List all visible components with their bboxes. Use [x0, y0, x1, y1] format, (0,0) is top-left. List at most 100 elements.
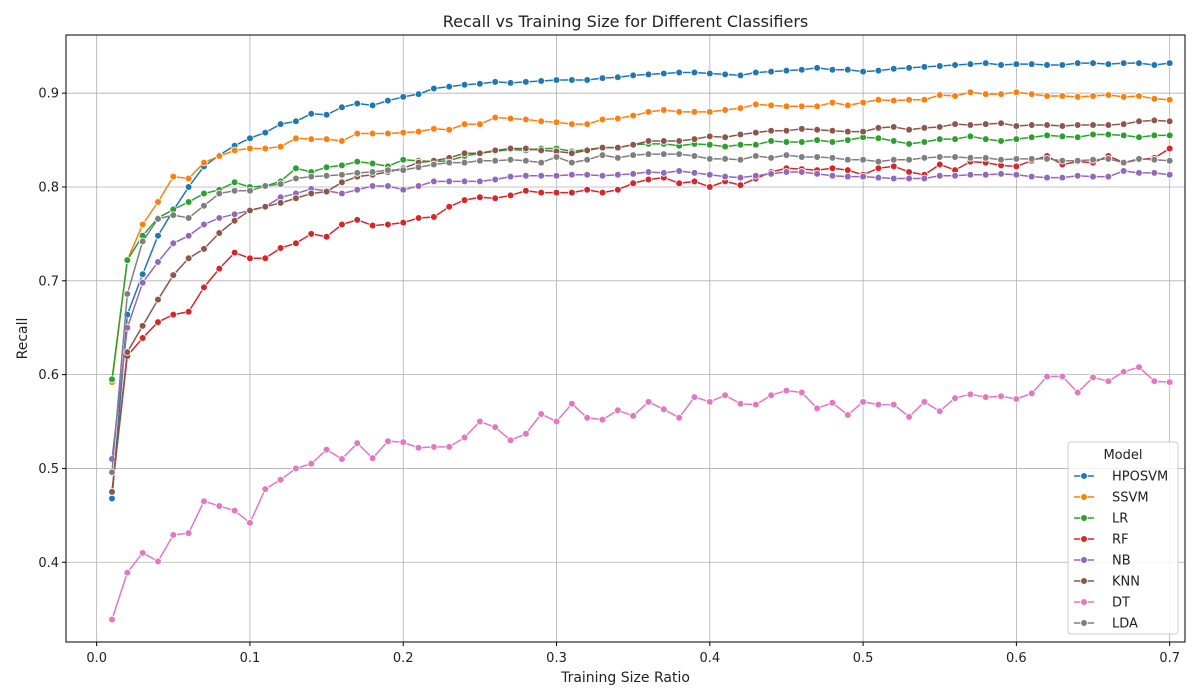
data-point-nb: [629, 170, 637, 178]
data-point-lda: [1058, 156, 1067, 165]
legend-marker-ssvm: [1080, 493, 1088, 501]
data-point-dt: [1150, 377, 1159, 385]
data-point-dt: [414, 443, 423, 452]
data-point-ssvm: [905, 95, 913, 104]
data-point-hposvm: [292, 117, 300, 126]
data-point-dt: [138, 549, 147, 557]
data-point-rf: [706, 183, 714, 191]
data-point-nb: [1135, 169, 1143, 177]
data-point-nb: [644, 168, 653, 176]
data-point-hposvm: [399, 93, 408, 101]
data-point-lr: [997, 137, 1005, 145]
data-point-nb: [1150, 169, 1159, 177]
data-point-nb: [384, 182, 392, 190]
data-point-hposvm: [751, 68, 760, 77]
legend-item-hposvm: HPOSVM: [1074, 470, 1168, 485]
data-point-lr: [813, 136, 821, 144]
data-point-dt: [1073, 388, 1082, 397]
data-point-knn: [767, 126, 775, 135]
data-point-knn: [828, 126, 837, 135]
data-point-nb: [1043, 173, 1051, 182]
data-point-dt: [169, 531, 178, 539]
data-point-hposvm: [767, 67, 775, 76]
y-tick-label: 0.8: [38, 180, 59, 195]
data-point-ssvm: [1135, 92, 1143, 100]
data-point-nb: [552, 171, 561, 180]
data-point-hposvm: [1104, 60, 1113, 68]
data-point-rf: [583, 186, 591, 194]
data-point-knn: [614, 143, 622, 152]
data-point-dt: [598, 415, 607, 424]
data-point-nb: [1027, 172, 1036, 181]
data-point-knn: [460, 149, 469, 158]
data-point-hposvm: [706, 69, 714, 78]
data-point-knn: [108, 488, 116, 496]
data-point-nb: [583, 170, 591, 179]
data-point-lr: [966, 132, 975, 141]
y-tick-label: 0.5: [38, 462, 59, 477]
series-lda: [108, 150, 1174, 476]
data-point-lda: [1073, 156, 1082, 165]
data-point-dt: [767, 391, 775, 400]
data-point-dt: [230, 506, 239, 515]
data-point-lr: [200, 189, 208, 198]
data-point-ssvm: [1058, 92, 1067, 100]
data-point-nb: [338, 189, 346, 198]
legend-label-dt: DT: [1112, 596, 1130, 611]
data-point-nb: [445, 177, 454, 186]
data-point-dt: [675, 413, 683, 422]
data-point-ssvm: [1165, 95, 1174, 104]
data-point-hposvm: [889, 64, 898, 73]
data-point-knn: [307, 189, 316, 198]
data-point-nb: [169, 239, 178, 248]
data-point-nb: [1119, 167, 1128, 175]
data-point-ssvm: [537, 117, 545, 126]
data-point-lr: [399, 155, 408, 164]
data-point-nb: [184, 231, 193, 240]
legend-item-lr: LR: [1074, 512, 1128, 527]
data-point-lr: [368, 159, 377, 168]
data-point-nb: [108, 455, 116, 463]
data-point-lda: [399, 166, 408, 174]
data-point-ssvm: [552, 118, 561, 127]
data-point-dt: [353, 439, 362, 447]
data-point-knn: [997, 119, 1005, 127]
data-point-lda: [751, 152, 760, 160]
data-point-dt: [751, 400, 760, 409]
data-point-lr: [706, 140, 714, 149]
data-point-knn: [200, 245, 208, 253]
data-point-hposvm: [644, 70, 653, 79]
data-point-knn: [568, 149, 576, 158]
data-point-lda: [292, 174, 300, 183]
series-nb: [108, 167, 1174, 463]
data-point-nb: [981, 170, 990, 179]
data-point-dt: [797, 388, 806, 397]
data-point-lda: [736, 155, 745, 164]
data-point-rf: [292, 239, 300, 248]
data-point-lr: [123, 256, 132, 264]
data-point-hposvm: [460, 80, 469, 89]
data-point-lr: [1043, 131, 1051, 140]
data-point-ssvm: [966, 88, 975, 97]
data-point-knn: [537, 146, 545, 155]
data-point-hposvm: [154, 231, 162, 240]
data-point-rf: [629, 179, 637, 188]
data-point-knn: [1089, 121, 1097, 129]
data-point-dt: [660, 405, 668, 414]
data-point-lda: [859, 155, 867, 164]
series-line-lr: [111, 133, 1170, 380]
data-point-lda: [1089, 155, 1097, 164]
data-point-dt: [966, 390, 975, 399]
data-point-hposvm: [307, 110, 316, 118]
data-point-lda: [522, 156, 530, 165]
data-point-ssvm: [322, 135, 331, 143]
data-point-ssvm: [889, 96, 898, 105]
data-point-ssvm: [935, 91, 944, 99]
data-point-lr: [1073, 133, 1082, 142]
x-tick-label: 0.3: [546, 651, 567, 666]
data-point-knn: [292, 194, 300, 203]
legend-box: [1067, 441, 1179, 635]
data-point-hposvm: [1058, 61, 1067, 69]
data-point-ssvm: [675, 108, 683, 116]
data-point-rf: [399, 218, 408, 227]
